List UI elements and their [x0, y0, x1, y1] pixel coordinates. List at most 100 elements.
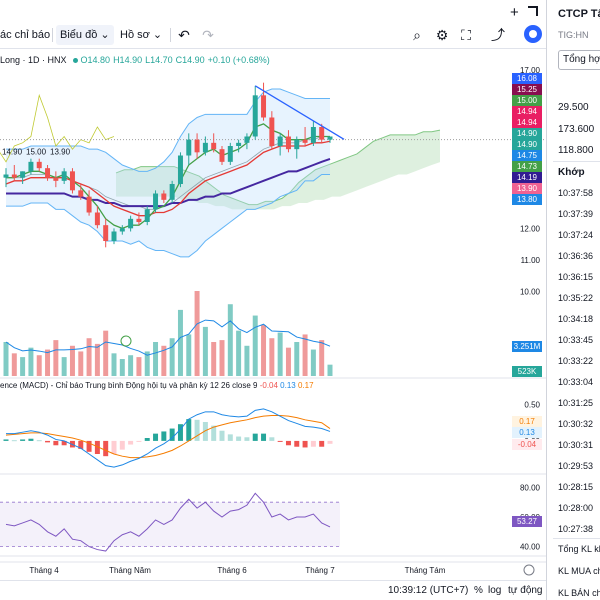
trade-time: 10:33:45	[558, 335, 594, 345]
indicators-button[interactable]: ác chỉ báo	[0, 29, 51, 41]
volume-bar	[94, 343, 100, 376]
volume-bar	[119, 359, 125, 376]
divider	[553, 161, 600, 162]
percent-toggle[interactable]: %	[474, 585, 483, 596]
macd-axis-tick-label: 0.50	[524, 401, 540, 410]
volume-bar	[45, 349, 51, 376]
trade-time: 10:30:32	[558, 419, 594, 429]
volume-bar	[310, 349, 316, 376]
macd-histogram-bar	[261, 433, 267, 441]
volume-bar	[294, 342, 300, 376]
profile-button[interactable]: Hồ sơ ⌄	[120, 25, 162, 45]
trade-time: 10:37:39	[558, 209, 594, 219]
trade-time: 10:36:36	[558, 251, 594, 261]
price-badge: 14.73	[512, 161, 542, 172]
macd-badge: 0.17	[512, 416, 542, 427]
bottom-bar: 10:39:12 (UTC+7) % log tự động	[0, 580, 546, 600]
macd-histogram-bar	[327, 440, 333, 444]
trend-line	[254, 85, 345, 140]
stat-value: 118.800	[558, 145, 594, 156]
candle-body	[86, 196, 92, 213]
macd-histogram-bar	[119, 440, 125, 450]
price-badge: 14.90	[512, 128, 542, 139]
candle-body	[202, 142, 208, 153]
volume-bar	[28, 347, 34, 376]
volume-bar	[144, 351, 150, 376]
search-icon[interactable]: ⌕	[413, 27, 421, 43]
ticker-code: TIG:HN	[558, 30, 589, 40]
candle-body	[11, 174, 17, 178]
macd-histogram-bar	[103, 440, 109, 457]
candle-body	[128, 218, 134, 229]
macd-histogram-bar	[285, 440, 291, 446]
candle-body	[310, 127, 316, 143]
chart-toolbar: + ác chỉ báo Biểu đồ ⌄ Hồ sơ ⌄ ↶ ↷ ⌕ ⚙ ⛶…	[0, 0, 546, 49]
chart-type-label: Biểu đồ	[60, 29, 98, 41]
candle-body	[244, 136, 250, 143]
stat-value: 29.500	[558, 102, 589, 113]
price-badge: 13.90	[512, 183, 542, 194]
gear-icon[interactable]: ⚙	[435, 27, 449, 43]
symbol-legend[interactable]: Long · 1D · HNX O14.80 H14.90 L14.70 C14.90 +…	[0, 53, 273, 67]
undo-icon[interactable]: ↶	[178, 27, 190, 43]
candle-body	[153, 193, 159, 210]
volume-bar	[169, 338, 175, 376]
macd-histogram-bar	[36, 440, 42, 442]
auto-toggle[interactable]: tự động	[508, 585, 543, 596]
clock-readout[interactable]: 10:39:12 (UTC+7)	[388, 585, 469, 596]
volume-bar	[3, 342, 9, 376]
toolbar-border	[0, 48, 546, 49]
bollinger-lower-line	[6, 174, 330, 258]
price-badge: 14.94	[512, 117, 542, 128]
y-axis-tick-label: 10.00	[520, 288, 541, 297]
candle-body	[194, 139, 200, 153]
volume-bar	[11, 353, 17, 376]
maximize-icon[interactable]	[528, 6, 538, 16]
event-marker-icon	[120, 335, 132, 347]
volume-bar	[302, 334, 308, 376]
summary-tab-button[interactable]: Tổng hợ	[558, 50, 600, 70]
macd-histogram-bar	[219, 430, 225, 441]
macd-histogram-bar	[111, 440, 117, 454]
y-axis-tick-label: 12.00	[520, 224, 541, 233]
candle-body	[28, 161, 34, 172]
app-logo-icon[interactable]	[524, 25, 542, 43]
plus-icon[interactable]: +	[510, 4, 519, 21]
ichimoku-label: 13.90	[50, 148, 71, 157]
ichimoku-label: 14.90	[2, 148, 23, 157]
redo-icon[interactable]: ↷	[202, 27, 214, 43]
chart-canvas[interactable]: 17.0016.0015.0014.0013.0012.0011.0010.00…	[0, 66, 546, 580]
candle-body	[45, 168, 51, 178]
macd-badge: -0.04	[512, 439, 542, 450]
volume-bar	[36, 355, 42, 376]
footer-total-volume: Tổng KL kh	[558, 544, 600, 554]
volume-bar	[211, 342, 217, 376]
trade-time: 10:34:18	[558, 314, 594, 324]
toolbar-divider	[170, 28, 171, 42]
price-badge: 14.94	[512, 106, 542, 117]
rsi-axis-tick-label: 80.00	[520, 483, 541, 492]
trade-time: 10:29:53	[558, 461, 594, 471]
candle-body	[186, 139, 192, 156]
volume-bar	[69, 345, 75, 376]
macd-histogram-bar	[169, 428, 175, 441]
macd-histogram-bar	[227, 434, 233, 441]
macd-histogram-bar	[294, 440, 300, 447]
price-badge: 15.25	[512, 84, 542, 95]
candle-body	[319, 127, 325, 140]
log-toggle[interactable]: log	[488, 585, 502, 596]
macd-histogram-bar	[136, 440, 142, 442]
y-axis-tick-label: 17.00	[520, 66, 541, 75]
fullscreen-icon[interactable]: ⛶	[461, 27, 471, 43]
share-icon[interactable]: ⤴	[491, 27, 505, 43]
symbol-name: Long · 1D · HNX	[0, 55, 67, 65]
stat-value: 173.600	[558, 124, 595, 135]
macd-histogram-bar	[53, 440, 59, 446]
chart-type-button[interactable]: Biểu đồ ⌄	[56, 25, 114, 45]
macd-histogram-bar	[211, 425, 217, 441]
low-value: L14.70	[145, 55, 173, 65]
candle-body	[20, 171, 26, 178]
macd-histogram-bar	[78, 440, 84, 449]
trade-time: 10:30:31	[558, 440, 594, 450]
volume-bar	[319, 340, 325, 376]
